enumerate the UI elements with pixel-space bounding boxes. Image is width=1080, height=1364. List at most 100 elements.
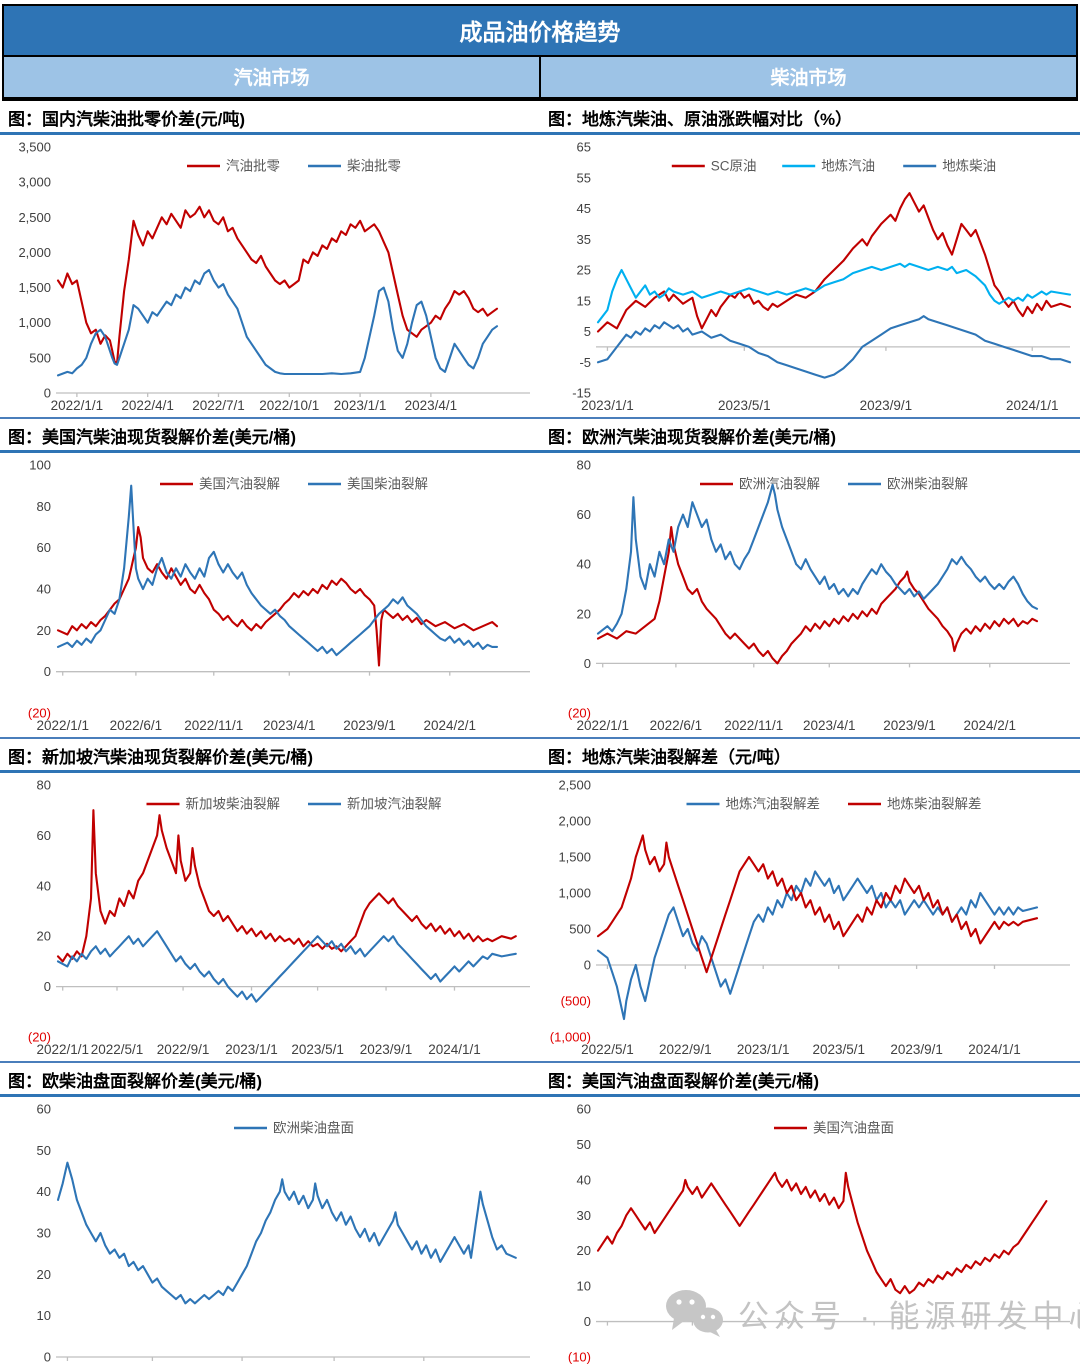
x-axis-tick-label: 2022/10/1	[259, 398, 319, 413]
y-axis-tick-label: -15	[572, 386, 591, 401]
chart-canvas: 3,500 3,000 2,500 2,000 1,500 1,000 500 0 2022/1…	[0, 135, 540, 417]
chart-panel-cn-wholesale-retail-spread: 图：国内汽柴油批零价差(元/吨) 3,500 3,000 2,500 2,000 1,5…	[0, 101, 540, 417]
y-axis-tick-label: 60	[37, 1102, 51, 1117]
y-axis-tick-label: 1,500	[18, 280, 51, 295]
series-line-欧洲柴油裂解	[596, 483, 1039, 635]
y-axis-tick-label: 100	[29, 458, 51, 473]
series-line-新加坡汽油裂解	[56, 930, 517, 1003]
y-axis-tick-label: -5	[579, 355, 591, 370]
chart-panel-refinery-crack-spread: 图：地炼汽柴油裂解差（元/吨） 2,500 2,000 1,500 1,000 500 0…	[540, 739, 1080, 1061]
x-axis-tick-label: 2022/1/1	[576, 718, 629, 733]
chart-title: 图：美国汽柴油现货裂解价差(美元/桶)	[0, 419, 540, 453]
legend-label: 美国柴油裂解	[347, 477, 428, 492]
y-axis-tick-label: 20	[577, 1243, 591, 1258]
y-axis-tick-label: 5	[584, 324, 591, 339]
x-axis-tick-label: 2024/1/1	[1006, 398, 1059, 413]
chart-canvas: 80 60 40 20 0 (20) 2022/1/1 2022/6/1 2022/11/1 20…	[540, 453, 1080, 737]
x-axis-tick-label: 2022/5/1	[91, 1042, 144, 1057]
x-axis-tick-label: 2022/5/1	[581, 1042, 634, 1057]
x-axis-tick-label: 2023/9/1	[890, 1042, 943, 1057]
y-axis-tick-label: 60	[37, 828, 51, 843]
x-axis-tick-label: 2023/5/1	[718, 398, 771, 413]
series-line-地炼汽油裂解差	[596, 870, 1039, 1021]
watermark-text: 公众号 · 能源研发中心	[738, 1298, 1080, 1334]
x-axis-tick-label: 2023/10/1	[304, 1362, 364, 1364]
series-line-汽油批零	[56, 205, 499, 365]
y-axis-tick-label: 10	[577, 1279, 591, 1294]
x-axis-tick-label: 2023/10/1	[844, 1362, 904, 1364]
y-axis-tick-label: 1,000	[18, 315, 51, 330]
y-axis-tick-label: 60	[37, 540, 51, 555]
legend-label: SC原油	[711, 159, 757, 174]
x-axis-tick-label: 2022/6/1	[110, 718, 163, 733]
line-chart: 100 80 60 40 20 0 (20)2022/1/1 2022/6/1 2022/11/…	[28, 458, 530, 733]
gasoline-market-header: 汽油市场	[4, 57, 541, 97]
legend-label: 柴油批零	[347, 159, 401, 174]
x-axis-tick-label: 2023/4/1	[405, 398, 458, 413]
chart-panel-us-spot-crack: 图：美国汽柴油现货裂解价差(美元/桶) 100 80 60 40 20 0 (20) 2022…	[0, 419, 540, 737]
y-axis-tick-label: 40	[577, 557, 591, 572]
legend-label: 新加坡柴油裂解	[186, 797, 281, 812]
x-axis-tick-label: 2022/11/1	[724, 718, 783, 733]
series-line-美国柴油裂解	[56, 484, 499, 657]
x-axis-tick-label: 2023/9/1	[860, 398, 913, 413]
legend-label: 美国汽油盘面	[813, 1120, 894, 1136]
x-axis-tick-label: 2023/7/1	[216, 1362, 269, 1364]
y-axis-tick-label: (1,000)	[550, 1030, 591, 1045]
y-axis-tick-label: 80	[37, 499, 51, 514]
x-axis-tick-label: 2023/7/1	[756, 1362, 809, 1364]
legend-label: 美国汽油裂解	[199, 477, 280, 492]
y-axis-tick-label: 80	[37, 778, 51, 793]
chart-row-4: 图：欧柴油盘面裂解价差(美元/桶) 60504030201002023/1/12…	[0, 1063, 1080, 1364]
legend-label: 地炼汽油裂解差	[726, 797, 821, 812]
series-line-地炼汽油	[596, 262, 1072, 324]
y-axis-tick-label: 0	[584, 958, 591, 973]
line-chart: 80 60 40 20 0 (20)2022/1/1 2022/6/1 2022/11/1 20…	[568, 458, 1070, 733]
chart-canvas: 100 80 60 40 20 0 (20) 2022/1/1 2022/6/1 2022/11/…	[0, 453, 540, 737]
series-line-新加坡柴油裂解	[56, 809, 517, 963]
y-axis-tick-label: 60	[577, 1102, 591, 1117]
market-header-row: 汽油市场 柴油市场	[4, 57, 1076, 99]
y-axis-tick-label: 0	[44, 979, 51, 994]
legend-label: 地炼汽油	[821, 159, 875, 174]
line-chart: 80 60 40 20 0 (20)2022/1/1 2022/5/1 2022/9/1 202…	[28, 778, 530, 1057]
y-axis-tick-label: 2,500	[18, 210, 51, 225]
y-axis-tick-label: 15	[577, 293, 591, 308]
x-axis-tick-label: 2023/1/1	[581, 1362, 634, 1364]
x-axis-tick-label: 2022/6/1	[650, 718, 703, 733]
y-axis-tick-label: 30	[37, 1226, 51, 1241]
y-axis-tick-label: 0	[584, 1314, 591, 1329]
x-axis-tick-label: 2022/1/1	[51, 398, 104, 413]
x-axis-tick-label: 2022/1/1	[36, 718, 89, 733]
chart-row-2: 图：美国汽柴油现货裂解价差(美元/桶) 100 80 60 40 20 0 (20) 2022…	[0, 419, 1080, 739]
chart-canvas: 65 55 45 35 25 15 5 -5 -15 2023/1/1 2023/5/1 2023/9…	[540, 135, 1080, 417]
chart-title: 图：地炼汽柴油裂解差（元/吨）	[540, 739, 1080, 773]
legend-label: 欧洲柴油盘面	[273, 1120, 354, 1136]
y-axis-tick-label: 0	[44, 386, 51, 401]
y-axis-tick-label: (10)	[568, 1350, 591, 1364]
y-axis-tick-label: 2,000	[558, 814, 591, 829]
y-axis-tick-label: (20)	[28, 1030, 51, 1045]
watermark: 公众号 · 能源研发中心	[664, 1288, 1080, 1338]
y-axis-tick-label: 80	[577, 458, 591, 473]
series-line-柴油批零	[56, 268, 499, 377]
y-axis-tick-label: 50	[37, 1143, 51, 1158]
y-axis-tick-label: 65	[577, 140, 591, 155]
legend-label: 欧洲柴油裂解	[887, 477, 968, 492]
x-axis-tick-label: 2022/9/1	[157, 1042, 210, 1057]
series-line-美国汽油裂解	[56, 525, 499, 667]
x-axis-tick-label: 2022/4/1	[121, 398, 174, 413]
x-axis-tick-label: 2023/4/1	[666, 1362, 719, 1364]
series-line-欧洲柴油盘面	[56, 1161, 517, 1305]
y-axis-tick-label: 50	[577, 1137, 591, 1152]
y-axis-tick-label: 20	[577, 606, 591, 621]
x-axis-tick-label: 2024/1/1	[398, 1362, 451, 1364]
y-axis-tick-label: 500	[569, 922, 591, 937]
x-axis-tick-label: 2024/1/1	[428, 1042, 481, 1057]
y-axis-tick-label: 60	[577, 507, 591, 522]
chart-title: 图：美国汽油盘面裂解价差(美元/桶)	[540, 1063, 1080, 1097]
x-axis-tick-label: 2023/9/1	[360, 1042, 413, 1057]
x-axis-tick-label: 2024/2/1	[963, 718, 1016, 733]
x-axis-tick-label: 2024/1/1	[968, 1042, 1021, 1057]
y-axis-tick-label: 40	[37, 1184, 51, 1199]
